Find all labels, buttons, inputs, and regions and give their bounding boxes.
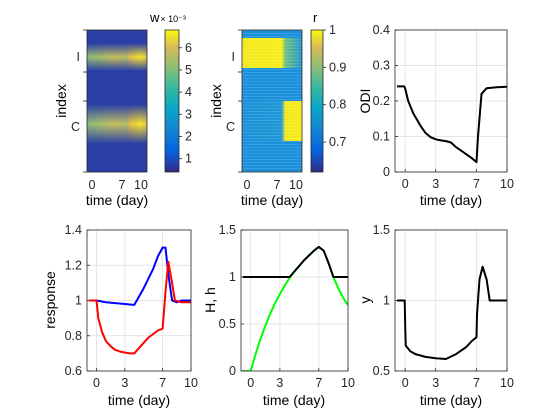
r-colorbar-ticks: 0.7 0.8 0.9 1 [323, 23, 346, 149]
h-xlabel: time (day) [263, 392, 325, 408]
r-heatmap-ytick-i: I [232, 50, 235, 64]
y-panel: 0 3 7 10 0.5 1 1.5 [373, 223, 514, 390]
y-tick-label: 1.2 [65, 258, 82, 272]
x-tick-label: 3 [121, 376, 128, 390]
y-tick-label: 0.4 [373, 23, 390, 37]
y-tick-label: 0.3 [373, 59, 390, 73]
r-heatmap-row-texture [242, 30, 302, 172]
y-xlabel: time (day) [420, 392, 482, 408]
h-panel: 0 3 7 10 0 0.5 1 1.5 [219, 223, 355, 390]
x-tick-label: 10 [500, 376, 514, 390]
r-heatmap-xtick-10: 10 [289, 178, 303, 192]
y-tick-label: 0.6 [65, 364, 82, 378]
colorbar-tick-label: 6 [185, 41, 192, 55]
colorbar-tick-label: 3 [185, 107, 192, 121]
w-heatmap-panel: I C 0 7 10 time (day) index 1 2 3 4 5 6 w× 10… [53, 10, 192, 208]
colorbar-tick-label: 1 [329, 23, 336, 37]
y-tick-label: 0 [383, 165, 390, 179]
plot-frame [394, 229, 508, 372]
plot-area [241, 230, 348, 371]
r-heatmap-xlabel: time (day) [241, 192, 303, 208]
y-tick-label: 1 [383, 294, 390, 308]
response-panel: 0 3 7 10 0.6 0.8 1 1.2 1.4 [65, 223, 198, 390]
r-heatmap-xtick-0: 0 [244, 178, 251, 192]
y-tick-label: 0.8 [65, 329, 82, 343]
series-group [397, 85, 507, 164]
response-ylabel: response [42, 271, 58, 329]
series-group [88, 246, 191, 355]
odi-ylabel: ODI [357, 89, 373, 114]
w-heatmap-ylabel: index [53, 84, 69, 117]
odi-panel: 0 3 7 10 0 0.1 0.2 0.3 0.4 [373, 23, 514, 191]
colorbar-tick-label: 0.7 [329, 135, 346, 149]
w-colorbar-label: w× 10⁻³ [149, 10, 186, 25]
colorbar-tick-label: 0.8 [329, 98, 346, 112]
series-group [242, 245, 348, 371]
w-colorbar [165, 30, 179, 172]
w-heatmap-xtick-7: 7 [119, 178, 126, 192]
r-heatmap-panel: I C 0 7 10 time (day) index 0.7 0.8 0.9 1 r [208, 10, 346, 208]
y-tick-label: 1.5 [373, 223, 390, 237]
w-heatmap-xtick-0: 0 [89, 178, 96, 192]
x-tick-label: 0 [93, 376, 100, 390]
colorbar-tick-label: 4 [185, 85, 192, 99]
plot-frame [86, 229, 192, 372]
colorbar-tick-label: 1 [185, 152, 192, 166]
colorbar-tick-label: 5 [185, 63, 192, 77]
w-heatmap-xlabel: time (day) [86, 192, 148, 208]
series-line-1 [397, 265, 507, 360]
w-heatmap-ytick-i: I [77, 50, 80, 64]
r-colorbar [311, 30, 323, 172]
h-ylabel: H, h [202, 287, 218, 313]
w-heatmap-band-c [87, 104, 147, 144]
series-line-2 [242, 245, 348, 278]
y-tick-label: 1 [229, 270, 236, 284]
w-colorbar-ticks: 1 2 3 4 5 6 [179, 41, 192, 166]
x-tick-label: 7 [315, 376, 322, 390]
series-line-2 [88, 260, 191, 355]
plot-frame [240, 229, 349, 372]
r-heatmap-ylabel: index [208, 84, 224, 117]
x-tick-label: 3 [276, 376, 283, 390]
x-tick-label: 7 [473, 376, 480, 390]
x-tick-label: 7 [159, 376, 166, 390]
y-tick-label: 1.5 [219, 223, 236, 237]
x-tick-label: 7 [473, 177, 480, 191]
y-tick-label: 0.2 [373, 94, 390, 108]
series-group [397, 265, 507, 360]
x-tick-label: 3 [432, 376, 439, 390]
x-tick-label: 3 [432, 177, 439, 191]
r-colorbar-label: r [313, 10, 318, 25]
x-tick-label: 0 [247, 376, 254, 390]
plot-frame [394, 29, 508, 173]
colorbar-tick-label: 2 [185, 130, 192, 144]
r-heatmap-ytick-c: C [226, 120, 235, 134]
w-heatmap-xtick-10: 10 [134, 178, 148, 192]
y-tick-label: 1.4 [65, 223, 82, 237]
x-tick-label: 0 [402, 376, 409, 390]
y-tick-label: 0.5 [219, 317, 236, 331]
x-tick-label: 10 [500, 177, 514, 191]
w-heatmap-band-i [87, 43, 147, 71]
y-ylabel: y [357, 297, 373, 304]
y-tick-label: 0.1 [373, 130, 390, 144]
y-tick-label: 0.5 [373, 364, 390, 378]
series-line-1 [397, 85, 507, 164]
y-tick-label: 0 [229, 364, 236, 378]
r-heatmap-xtick-7: 7 [274, 178, 281, 192]
y-tick-label: 1 [75, 294, 82, 308]
x-tick-label: 10 [184, 376, 198, 390]
series-line-1 [88, 246, 191, 306]
x-tick-label: 10 [341, 376, 355, 390]
odi-xlabel: time (day) [420, 192, 482, 208]
response-xlabel: time (day) [108, 392, 170, 408]
colorbar-tick-label: 0.9 [329, 60, 346, 74]
x-tick-label: 0 [402, 177, 409, 191]
w-heatmap-ytick-c: C [71, 120, 80, 134]
